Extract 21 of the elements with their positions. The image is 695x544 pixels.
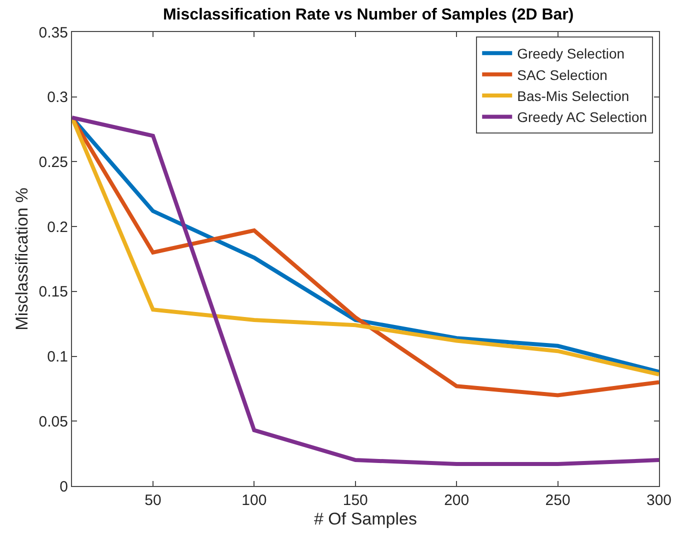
legend-label: Greedy AC Selection (517, 109, 648, 126)
y-tick-label: 0.05 (38, 413, 68, 430)
y-tick-label: 0.35 (38, 24, 68, 42)
x-tick-label: 300 (646, 492, 672, 509)
legend-label: Bas-Mis Selection (517, 88, 630, 104)
x-axis-title: # Of Samples (314, 509, 417, 528)
y-tick-label: 0.3 (47, 89, 68, 106)
x-tick-label: 50 (144, 492, 162, 509)
x-tick-label: 250 (545, 492, 570, 509)
y-tick-label: 0 (60, 478, 68, 496)
y-tick-label: 0.1 (47, 348, 68, 366)
x-tick-label: 200 (444, 492, 470, 509)
y-axis-title: Misclassification % (12, 188, 32, 330)
y-tick-label: 0.25 (38, 154, 68, 171)
chart-title: Misclassification Rate vs Number of Samples (2D Bar) (162, 6, 574, 24)
x-tick-label: 100 (242, 492, 267, 509)
legend-label: SAC Selection (517, 66, 608, 83)
legend-label: Greedy Selection (517, 46, 625, 62)
y-tick-label: 0.2 (47, 218, 68, 236)
y-tick-label: 0.15 (38, 284, 68, 301)
x-tick-label: 150 (342, 492, 368, 509)
